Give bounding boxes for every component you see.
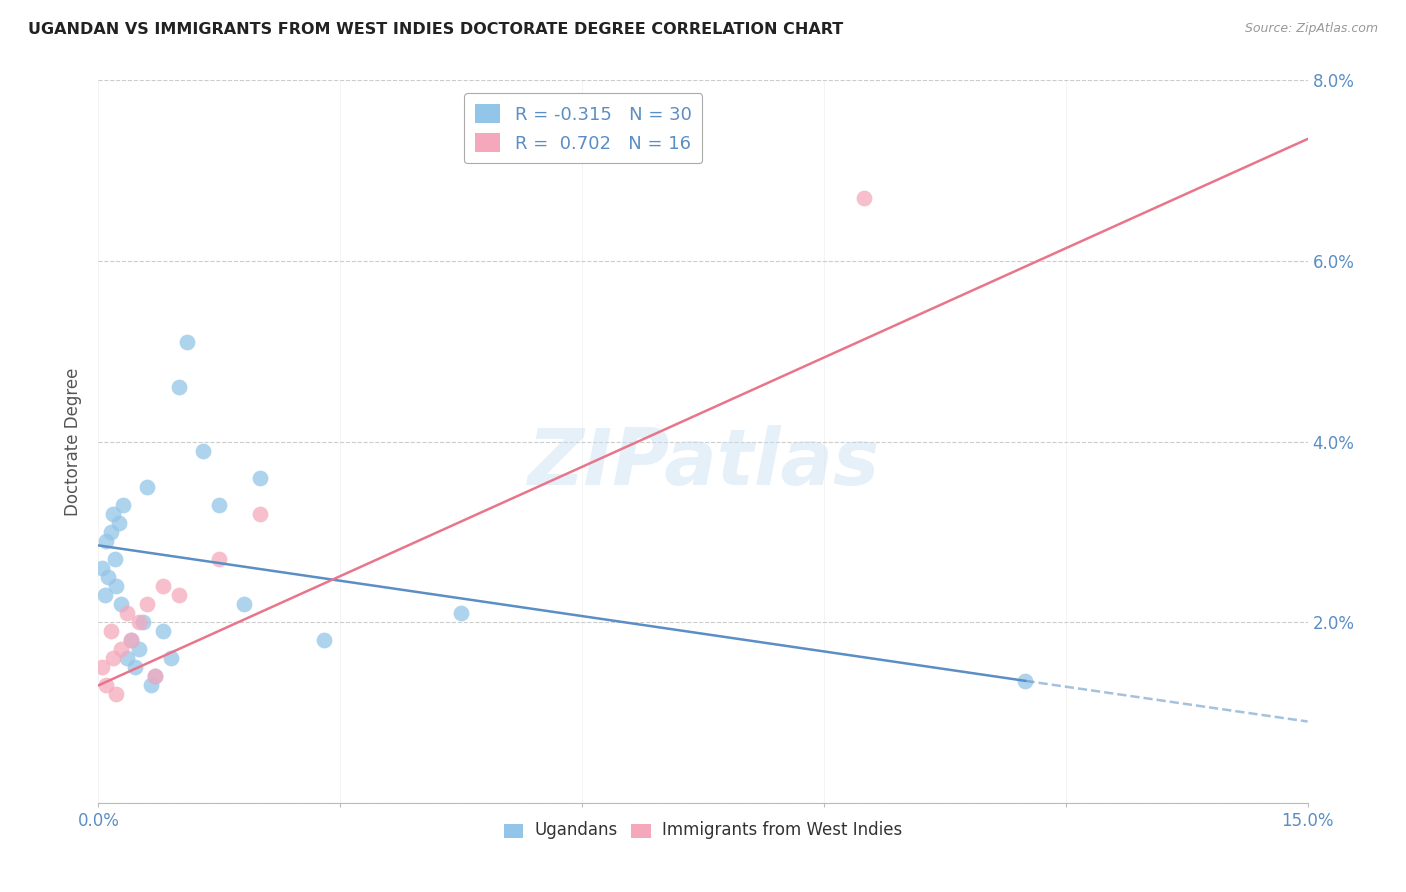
Point	[94, 588, 117, 602]
Point	[167, 380, 190, 394]
Point	[143, 669, 166, 683]
Point	[152, 624, 174, 639]
Point	[132, 615, 155, 630]
Point	[167, 588, 190, 602]
Point	[128, 615, 150, 630]
Point	[120, 633, 142, 648]
Point	[208, 498, 231, 512]
Point	[96, 678, 118, 692]
Point	[105, 687, 128, 701]
Point	[115, 651, 138, 665]
Point	[105, 579, 128, 593]
Point	[232, 597, 254, 611]
Point	[193, 443, 215, 458]
Y-axis label: Doctorate Degree: Doctorate Degree	[63, 368, 82, 516]
Point	[176, 335, 198, 350]
Point	[111, 498, 134, 512]
Point	[853, 191, 876, 205]
Point	[450, 606, 472, 620]
Point	[143, 669, 166, 683]
Point	[249, 507, 271, 521]
Point	[96, 533, 118, 548]
Point	[160, 651, 183, 665]
Point	[249, 470, 271, 484]
Point	[120, 633, 142, 648]
Point	[135, 480, 157, 494]
Point	[110, 642, 132, 657]
Point	[101, 651, 124, 665]
Text: Source: ZipAtlas.com: Source: ZipAtlas.com	[1244, 22, 1378, 36]
Point	[103, 552, 125, 566]
Point	[97, 570, 120, 584]
Point	[139, 678, 162, 692]
Legend: Ugandans, Immigrants from West Indies: Ugandans, Immigrants from West Indies	[496, 814, 910, 847]
Point	[314, 633, 336, 648]
Text: ZIPatlas: ZIPatlas	[527, 425, 879, 501]
Point	[115, 606, 138, 620]
Point	[152, 579, 174, 593]
Point	[91, 660, 114, 674]
Text: UGANDAN VS IMMIGRANTS FROM WEST INDIES DOCTORATE DEGREE CORRELATION CHART: UGANDAN VS IMMIGRANTS FROM WEST INDIES D…	[28, 22, 844, 37]
Point	[101, 507, 124, 521]
Point	[1014, 673, 1036, 688]
Point	[128, 642, 150, 657]
Point	[208, 552, 231, 566]
Point	[124, 660, 146, 674]
Point	[110, 597, 132, 611]
Point	[100, 624, 122, 639]
Point	[107, 516, 129, 530]
Point	[100, 524, 122, 539]
Point	[91, 561, 114, 575]
Point	[135, 597, 157, 611]
